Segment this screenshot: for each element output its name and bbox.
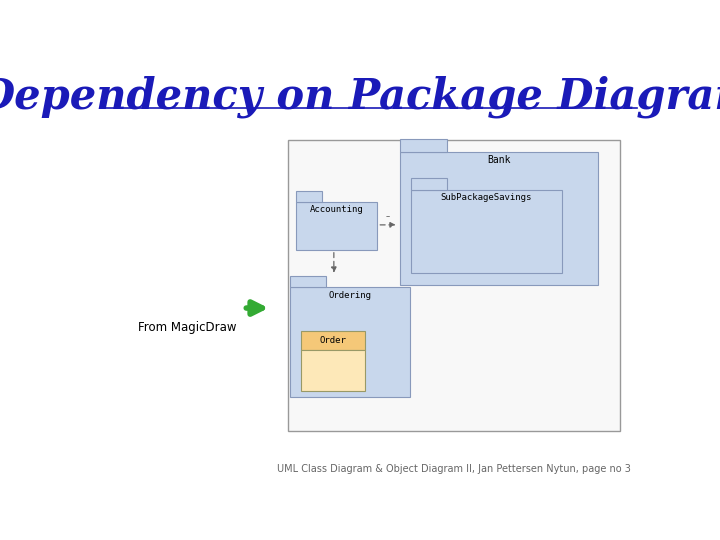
Bar — [297, 191, 322, 202]
Bar — [288, 140, 620, 431]
Bar — [411, 178, 447, 190]
Text: Dependency on Package Diagram: Dependency on Package Diagram — [0, 75, 720, 118]
Bar — [297, 202, 377, 250]
Text: Bank: Bank — [487, 156, 510, 165]
Bar — [289, 287, 410, 397]
Bar — [400, 152, 598, 285]
Bar — [400, 139, 447, 152]
Text: Ordering: Ordering — [328, 291, 372, 300]
Text: From MagicDraw: From MagicDraw — [138, 321, 237, 334]
Text: SubPackageSavings: SubPackageSavings — [441, 193, 532, 202]
Text: Order: Order — [320, 336, 346, 345]
Text: –: – — [386, 213, 390, 221]
Bar — [289, 275, 326, 287]
Bar — [301, 350, 365, 391]
Bar — [411, 190, 562, 273]
Text: Accounting: Accounting — [310, 205, 364, 214]
Bar — [301, 331, 365, 350]
Text: UML Class Diagram & Object Diagram II, Jan Pettersen Nytun, page no 3: UML Class Diagram & Object Diagram II, J… — [277, 464, 631, 474]
